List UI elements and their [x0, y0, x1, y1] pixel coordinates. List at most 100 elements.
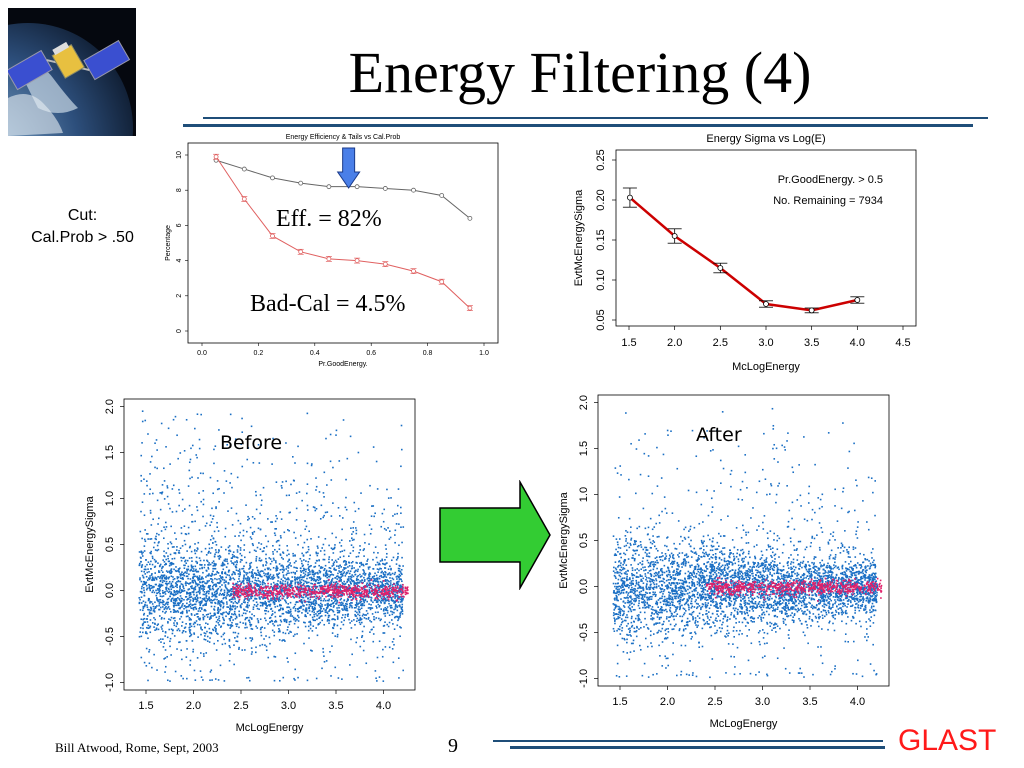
scatter-point — [278, 572, 281, 575]
scatter-point — [156, 624, 159, 627]
scatter-point — [244, 618, 247, 621]
scatter-point — [164, 631, 167, 633]
scatter-point — [203, 599, 206, 601]
scatter-point — [311, 630, 314, 632]
scatter-point — [178, 607, 180, 610]
scatter-point — [375, 677, 377, 680]
scatter-point — [345, 607, 348, 609]
scatter-core-point — [388, 590, 391, 593]
scatter-point — [394, 541, 396, 544]
scatter-point — [283, 569, 285, 572]
scatter-point — [269, 603, 272, 606]
scatter-point — [149, 584, 151, 587]
scatter-point — [281, 582, 284, 584]
scatter-point — [183, 587, 185, 590]
scatter-point — [400, 572, 403, 575]
scatter-point — [187, 526, 190, 529]
scatter-point — [297, 626, 299, 629]
scatter-point — [316, 596, 319, 599]
x-tick-label: 1.5 — [621, 337, 636, 349]
scatter-point — [348, 595, 351, 597]
scatter-point — [319, 606, 321, 608]
scatter-point — [191, 640, 194, 642]
scatter-core-point — [267, 586, 269, 588]
scatter-point — [361, 636, 363, 639]
scatter-point — [362, 549, 365, 552]
scatter-point — [321, 603, 323, 606]
scatter-point — [288, 494, 291, 497]
scatter-point — [313, 589, 316, 591]
scatter-core-point — [374, 591, 376, 594]
scatter-point — [307, 548, 310, 551]
scatter-point — [337, 506, 340, 509]
scatter-point — [258, 580, 260, 582]
scatter-point — [303, 604, 305, 607]
scatter-point — [363, 625, 365, 628]
scatter-point — [252, 599, 255, 602]
scatter-point — [362, 573, 365, 575]
scatter-point — [355, 615, 358, 617]
scatter-point — [145, 618, 148, 620]
scatter-point — [258, 608, 260, 611]
scatter-point — [279, 679, 281, 682]
scatter-point — [377, 591, 379, 594]
scatter-point — [217, 622, 220, 624]
scatter-point — [321, 667, 323, 670]
scatter-point — [178, 492, 181, 494]
scatter-point — [193, 575, 195, 578]
scatter-point — [226, 560, 228, 563]
scatter-point — [209, 588, 212, 591]
scatter-point — [172, 597, 174, 600]
scatter-core-point — [375, 592, 378, 595]
scatter-point — [172, 578, 175, 581]
scatter-point — [297, 610, 299, 613]
scatter-core-point — [370, 590, 373, 592]
scatter-point — [391, 606, 393, 609]
scatter-core-point — [237, 592, 240, 595]
scatter-point — [356, 611, 358, 614]
scatter-point — [383, 563, 385, 565]
scatter-point — [181, 583, 184, 586]
scatter-point — [300, 587, 303, 589]
scatter-point — [304, 615, 306, 618]
scatter-point — [364, 572, 367, 575]
scatter-point — [392, 590, 395, 593]
scatter-point — [174, 602, 176, 605]
scatter-point — [277, 599, 280, 601]
scatter-point — [350, 602, 352, 604]
scatter-point — [256, 574, 259, 576]
scatter-point — [317, 623, 320, 626]
scatter-point — [218, 554, 221, 557]
scatter-point — [401, 613, 404, 615]
scatter-point — [197, 541, 200, 544]
scatter-point — [273, 598, 276, 600]
scatter-point — [212, 515, 215, 517]
scatter-point — [333, 605, 335, 607]
scatter-core-point — [361, 587, 363, 590]
scatter-point — [275, 560, 277, 562]
scatter-core-point — [367, 594, 369, 597]
scatter-point — [218, 582, 220, 585]
scatter-point — [179, 607, 181, 610]
scatter-point — [139, 598, 141, 601]
scatter-point — [231, 608, 234, 611]
scatter-core-point — [298, 599, 301, 602]
scatter-point — [238, 575, 241, 578]
data-point — [627, 194, 633, 201]
scatter-point — [265, 645, 268, 648]
data-point — [213, 154, 219, 160]
scatter-point — [264, 609, 266, 612]
scatter-point — [268, 575, 271, 577]
scatter-point — [329, 594, 332, 597]
scatter-point — [165, 602, 168, 604]
scatter-point — [310, 649, 312, 652]
scatter-core-point — [258, 590, 261, 593]
scatter-core-point — [338, 589, 340, 592]
scatter-point — [344, 613, 347, 616]
scatter-point — [322, 608, 325, 610]
scatter-point — [378, 604, 381, 607]
scatter-point — [270, 597, 272, 600]
scatter-point — [287, 529, 289, 531]
scatter-core-point — [291, 589, 294, 592]
scatter-core-point — [345, 591, 348, 594]
